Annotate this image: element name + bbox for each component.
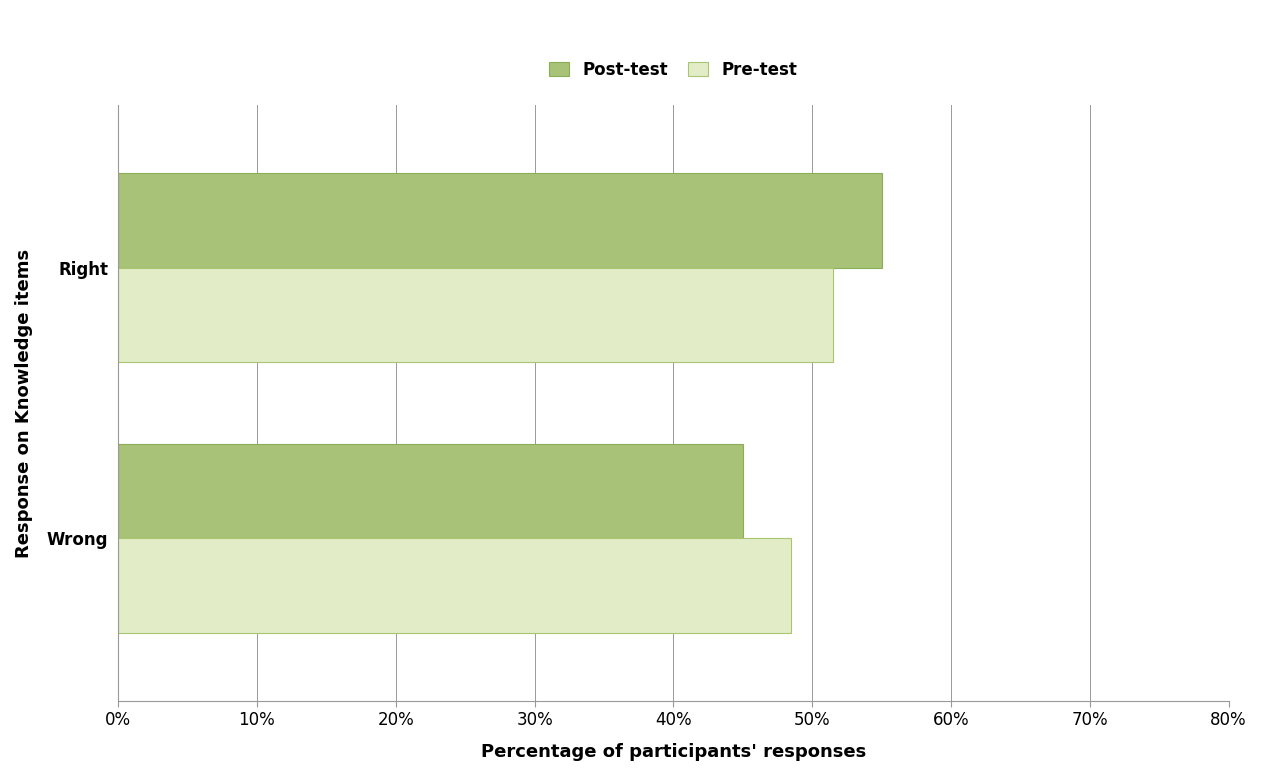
Bar xyxy=(119,539,791,633)
Bar xyxy=(119,268,833,362)
Bar xyxy=(119,444,743,539)
X-axis label: Percentage of participants' responses: Percentage of participants' responses xyxy=(481,743,866,761)
Y-axis label: Response on Knowledge items: Response on Knowledge items xyxy=(15,248,33,557)
Bar xyxy=(119,173,882,268)
Legend: Post-test, Pre-test: Post-test, Pre-test xyxy=(543,54,804,85)
